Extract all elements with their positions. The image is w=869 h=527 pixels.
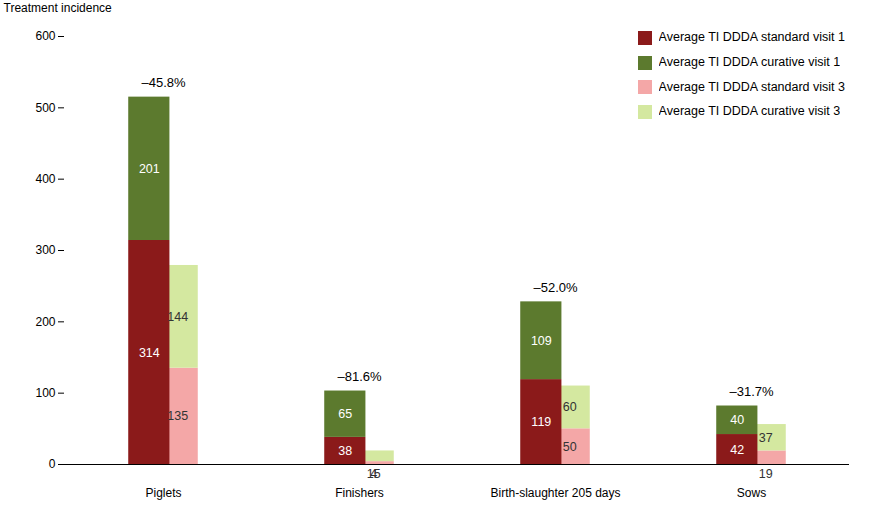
html-text:Average TI DDDA curative visit: Average TI DDDA curative visit 1 — [658, 54, 841, 69]
svg-text:300: 300 — [35, 243, 55, 257]
svg-text:38: 38 — [338, 444, 352, 458]
svg-text:Birth-slaughter 205 days: Birth-slaughter 205 days — [490, 486, 620, 500]
svg-text:314: 314 — [139, 346, 160, 360]
svg-text:119: 119 — [531, 415, 551, 429]
svg-text:40: 40 — [730, 413, 744, 427]
svg-text:135: 135 — [167, 409, 188, 423]
html-text:Average TI DDDA curative visit: Average TI DDDA curative visit 3 — [658, 104, 841, 119]
svg-text:–45.8%: –45.8% — [141, 75, 186, 90]
html-text:Average TI DDDA standard visit: Average TI DDDA standard visit 1 — [658, 30, 845, 44]
svg-text:144: 144 — [167, 310, 188, 324]
svg-text:600: 600 — [35, 29, 55, 43]
svg-text:Piglets: Piglets — [145, 486, 181, 500]
svg-text:Sows: Sows — [737, 486, 766, 500]
svg-text:–81.6%: –81.6% — [337, 369, 382, 384]
svg-text:–31.7%: –31.7% — [729, 384, 774, 399]
svg-text:Treatment incidence: Treatment incidence — [4, 1, 113, 15]
svg-text:100: 100 — [35, 386, 55, 400]
svg-text:19: 19 — [759, 467, 773, 481]
svg-text:201: 201 — [139, 162, 160, 176]
svg-text:37: 37 — [759, 431, 773, 445]
svg-text:50: 50 — [563, 440, 577, 454]
html-text:Average TI DDDA standard visit: Average TI DDDA standard visit 3 — [658, 79, 845, 94]
svg-text:109: 109 — [531, 334, 552, 348]
svg-text:15: 15 — [367, 467, 381, 481]
svg-text:–52.0%: –52.0% — [533, 280, 578, 295]
svg-text:0: 0 — [49, 457, 56, 471]
svg-text:400: 400 — [35, 172, 55, 186]
svg-text:65: 65 — [338, 407, 352, 421]
svg-text:200: 200 — [35, 315, 55, 329]
svg-text:60: 60 — [563, 400, 577, 414]
svg-text:Finishers: Finishers — [335, 486, 384, 500]
svg-text:42: 42 — [730, 443, 744, 457]
svg-text:500: 500 — [35, 101, 55, 115]
